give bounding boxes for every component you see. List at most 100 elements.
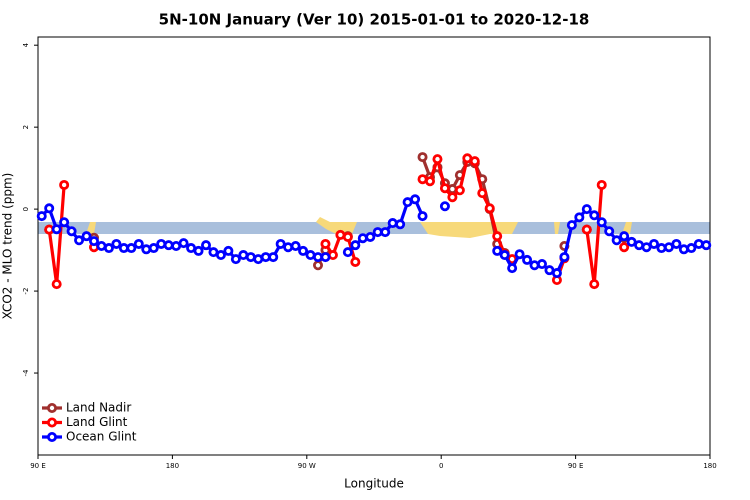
data-point <box>477 188 488 199</box>
x-tick-label: 90 W <box>298 462 316 470</box>
data-point <box>44 203 55 214</box>
data-point <box>268 252 279 263</box>
data-point <box>663 242 674 253</box>
data-point <box>59 179 70 190</box>
x-tick-label: 90 E <box>568 462 584 470</box>
data-point <box>439 201 450 212</box>
data-point <box>36 211 47 222</box>
data-point <box>74 235 85 246</box>
legend-marker <box>47 417 58 428</box>
data-point <box>686 243 697 254</box>
data-point <box>148 243 159 254</box>
data-point <box>641 242 652 253</box>
land-patch <box>86 222 96 234</box>
data-point <box>350 240 361 251</box>
data-point <box>574 212 585 223</box>
data-point <box>581 204 592 215</box>
data-point <box>581 224 592 235</box>
data-point <box>566 220 577 231</box>
data-point <box>596 217 607 228</box>
data-point <box>59 217 70 228</box>
data-point <box>275 238 286 249</box>
data-point <box>380 227 391 238</box>
data-point <box>350 256 361 267</box>
x-tick-label: 180 <box>703 462 716 470</box>
data-point <box>514 249 525 260</box>
data-point <box>424 176 435 187</box>
data-point <box>604 226 615 237</box>
data-point <box>320 238 331 249</box>
data-point <box>230 254 241 265</box>
data-point <box>342 231 353 242</box>
data-point <box>66 226 77 237</box>
data-point <box>589 279 600 290</box>
data-point <box>312 260 323 271</box>
data-point <box>51 224 62 235</box>
data-point <box>126 243 137 254</box>
data-point <box>410 194 421 205</box>
data-point <box>537 259 548 270</box>
data-point <box>649 238 660 249</box>
data-point <box>111 238 122 249</box>
data-point <box>439 183 450 194</box>
data-point <box>693 238 704 249</box>
data-point <box>133 238 144 249</box>
data-point <box>283 242 294 253</box>
data-point <box>365 231 376 242</box>
legend-marker <box>47 431 58 442</box>
y-axis-label: XCO2 - MLO trend (ppm) <box>1 173 15 320</box>
legend-label: Land Glint <box>66 415 128 429</box>
data-point <box>290 240 301 251</box>
y-tick-label: -2 <box>22 288 30 295</box>
legend-label: Ocean Glint <box>66 430 137 444</box>
data-point <box>193 245 204 256</box>
x-tick-label: 90 E <box>30 462 46 470</box>
data-point <box>559 252 570 263</box>
data-point <box>89 236 100 247</box>
data-point <box>417 152 428 163</box>
land-patch <box>622 222 632 234</box>
chart-title: 5N-10N January (Ver 10) 2015-01-01 to 20… <box>159 11 590 29</box>
data-point <box>589 210 600 221</box>
series-line <box>318 157 624 265</box>
y-tick-label: 4 <box>22 42 30 47</box>
data-point <box>298 245 309 256</box>
data-point <box>51 279 62 290</box>
data-point <box>156 238 167 249</box>
y-tick-label: 0 <box>22 207 30 211</box>
legend-marker <box>47 402 58 413</box>
data-point <box>447 192 458 203</box>
data-point <box>507 263 518 274</box>
data-point <box>432 154 443 165</box>
data-point <box>484 203 495 214</box>
data-point <box>678 244 689 255</box>
data-point <box>387 218 398 229</box>
data-point <box>619 231 630 242</box>
data-point <box>395 219 406 230</box>
data-point <box>611 235 622 246</box>
data-point <box>522 254 533 265</box>
y-tick-label: -4 <box>22 369 30 377</box>
data-point <box>469 156 480 167</box>
data-point <box>223 245 234 256</box>
data-point <box>551 268 562 279</box>
land-patch <box>554 222 560 234</box>
data-point <box>417 211 428 222</box>
data-point <box>320 252 331 263</box>
data-point <box>141 244 152 255</box>
data-point <box>200 240 211 251</box>
data-point <box>626 236 637 247</box>
data-point <box>447 184 458 195</box>
data-point <box>529 260 540 271</box>
data-point <box>492 245 503 256</box>
x-tick-label: 0 <box>439 462 443 470</box>
land-patch <box>420 222 518 238</box>
data-point <box>215 250 226 261</box>
data-point <box>103 243 114 254</box>
data-point <box>671 238 682 249</box>
data-point <box>163 240 174 251</box>
data-point <box>342 247 353 258</box>
data-point <box>701 240 712 251</box>
